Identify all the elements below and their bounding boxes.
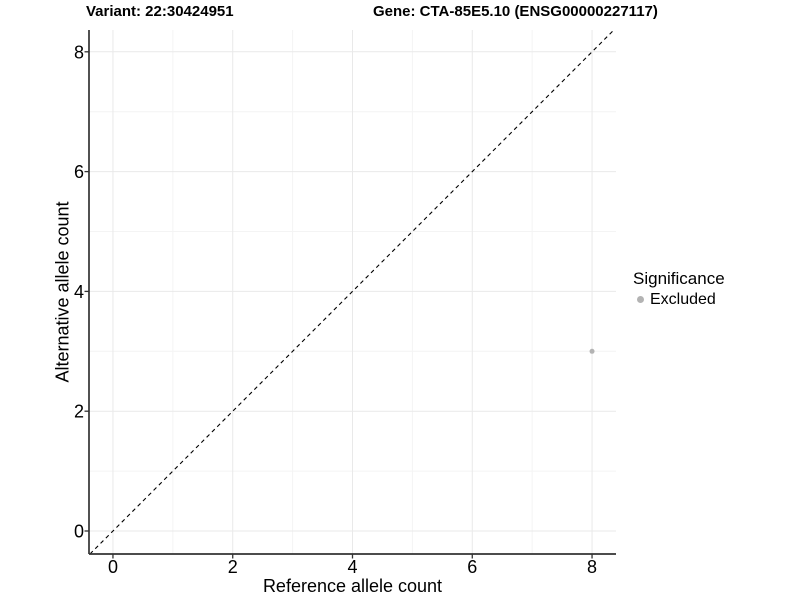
x-tick-label: 0 [108,557,118,577]
x-axis-title: Reference allele count [262,576,443,596]
plot-title-gene: Gene: CTA-85E5.10 (ENSG00000227117) [373,3,658,20]
y-tick-label: 0 [74,521,84,541]
data-point [589,348,595,354]
legend-title: Significance [633,269,725,288]
legend-item-excluded: Excluded [633,291,725,308]
plot-title-variant: Variant: 22:30424951 [86,3,234,20]
y-tick-label: 8 [74,42,84,62]
x-tick-label: 4 [347,557,357,577]
legend: Significance Excluded [633,268,725,308]
y-tick-label: 4 [74,282,84,302]
x-tick-label: 6 [467,557,477,577]
legend-key-dot [637,296,644,303]
y-tick-label: 6 [74,162,84,182]
legend-item-label: Excluded [650,291,716,308]
x-tick-label: 8 [587,557,597,577]
y-tick-label: 2 [74,402,84,422]
x-tick-label: 2 [228,557,238,577]
identity-line [89,29,615,555]
y-axis-title: Alternative allele count [52,201,73,383]
